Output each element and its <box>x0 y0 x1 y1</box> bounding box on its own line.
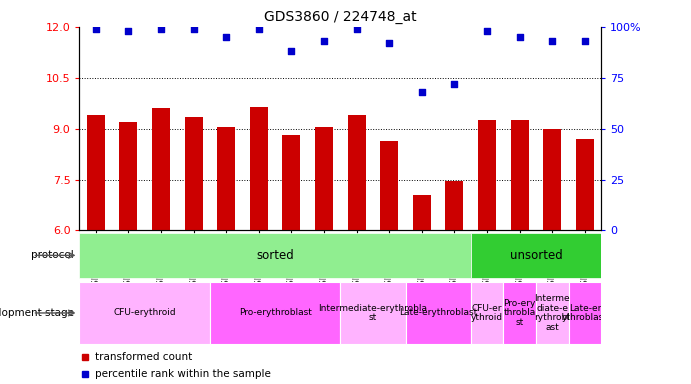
Bar <box>569 281 601 344</box>
Point <box>91 26 102 32</box>
Bar <box>348 115 366 230</box>
Bar <box>511 120 529 230</box>
Point <box>155 26 167 32</box>
Point <box>220 34 231 40</box>
Bar <box>576 139 594 230</box>
Point <box>482 28 493 34</box>
Text: development stage: development stage <box>0 308 74 318</box>
Point <box>286 48 297 55</box>
Bar <box>120 122 138 230</box>
Text: CFU-er
ythroid: CFU-er ythroid <box>471 304 503 322</box>
Bar <box>536 281 569 344</box>
Point <box>416 89 427 95</box>
Text: CFU-erythroid: CFU-erythroid <box>113 308 176 318</box>
Point <box>319 38 330 44</box>
Point <box>351 26 362 32</box>
Point <box>547 38 558 44</box>
Text: Late-erythroblast: Late-erythroblast <box>399 308 477 318</box>
Text: percentile rank within the sample: percentile rank within the sample <box>95 369 271 379</box>
Bar <box>152 108 170 230</box>
Title: GDS3860 / 224748_at: GDS3860 / 224748_at <box>264 10 417 25</box>
Text: Pro-erythroblast: Pro-erythroblast <box>238 308 312 318</box>
Point <box>449 81 460 87</box>
Text: protocol: protocol <box>32 250 74 260</box>
Bar <box>79 281 210 344</box>
Point <box>579 38 590 44</box>
Bar <box>217 127 235 230</box>
Bar <box>413 195 430 230</box>
Text: unsorted: unsorted <box>509 249 562 262</box>
Bar <box>184 117 202 230</box>
Text: transformed count: transformed count <box>95 352 192 362</box>
Bar <box>79 233 471 278</box>
Bar <box>446 181 464 230</box>
Bar <box>406 281 471 344</box>
Bar <box>340 281 406 344</box>
Point <box>123 28 134 34</box>
Bar <box>87 115 105 230</box>
Point <box>514 34 525 40</box>
Point <box>254 26 265 32</box>
Text: Late-er
ythroblast: Late-er ythroblast <box>562 304 608 322</box>
Bar <box>471 233 601 278</box>
Bar <box>210 281 340 344</box>
Point <box>188 26 199 32</box>
Bar <box>471 281 503 344</box>
Text: sorted: sorted <box>256 249 294 262</box>
Bar <box>250 107 268 230</box>
Bar <box>543 129 561 230</box>
Bar <box>283 136 301 230</box>
Point <box>384 40 395 46</box>
Bar <box>503 281 536 344</box>
Bar <box>315 127 333 230</box>
Text: Interme
diate-e
rythrobl
ast: Interme diate-e rythrobl ast <box>534 294 570 332</box>
Bar <box>380 141 398 230</box>
Text: Pro-ery
throbla
st: Pro-ery throbla st <box>504 299 536 327</box>
Bar <box>478 120 496 230</box>
Text: Intermediate-erythrobla
st: Intermediate-erythrobla st <box>319 304 428 322</box>
